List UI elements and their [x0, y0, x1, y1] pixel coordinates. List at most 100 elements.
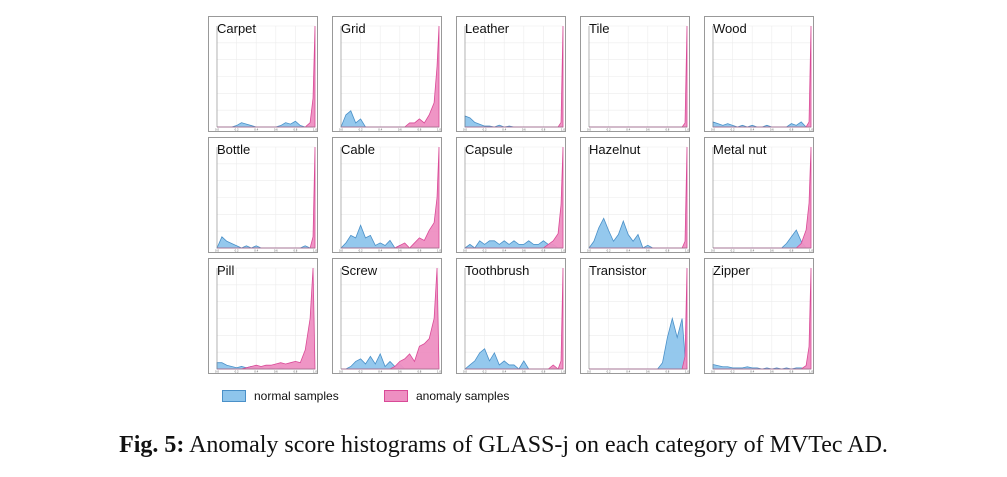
x-tick-label: 0.6: [398, 370, 402, 374]
x-tick-label: 0.2: [483, 128, 487, 132]
x-tick-label: 0.2: [483, 370, 487, 374]
x-tick-label: 0.4: [378, 370, 382, 374]
panel-frame: [704, 258, 814, 374]
panel-screw: 0.0 0.2 0.4 0.6 0.8 1.0 Screw: [332, 258, 442, 374]
panel-plot-tile: 0.0 0.2 0.4 0.6 0.8 1.0: [580, 16, 690, 132]
panel-transistor: 0.0 0.2 0.4 0.6 0.8 1.0 Transistor: [580, 258, 690, 374]
x-tick-label: 0.6: [274, 128, 278, 132]
panel-title: Pill: [217, 263, 235, 278]
x-tick-label: 0.2: [731, 249, 735, 253]
x-tick-label: 0.0: [339, 128, 343, 132]
panel-title: Carpet: [217, 21, 257, 36]
x-tick-label: 0.4: [750, 370, 754, 374]
legend-item-normal: normal samples: [222, 387, 339, 405]
x-tick-label: 0.0: [711, 370, 715, 374]
panel-tile: 0.0 0.2 0.4 0.6 0.8 1.0 Tile: [580, 16, 690, 132]
x-tick-label: 0.2: [359, 128, 363, 132]
panel-title: Grid: [341, 21, 366, 36]
x-tick-label: 1.0: [809, 249, 813, 253]
panel-frame: [332, 137, 442, 253]
x-tick-label: 0.8: [293, 370, 297, 374]
panel-plot-metal-nut: 0.0 0.2 0.4 0.6 0.8 1.0: [704, 137, 814, 253]
legend-swatch-anomaly: [384, 390, 408, 402]
x-tick-label: 0.8: [665, 128, 669, 132]
x-tick-label: 0.0: [587, 370, 591, 374]
x-tick-label: 0.6: [522, 249, 526, 253]
x-tick-label: 0.8: [789, 370, 793, 374]
panel-title: Cable: [341, 142, 375, 157]
panel-carpet: 0.0 0.2 0.4 0.6 0.8 1.0 Carpet: [208, 16, 318, 132]
panel-title: Leather: [465, 21, 510, 36]
x-tick-label: 0.4: [378, 128, 382, 132]
x-tick-label: 0.8: [789, 128, 793, 132]
x-tick-label: 0.4: [626, 370, 630, 374]
panel-frame: [580, 16, 690, 132]
x-tick-label: 0.8: [541, 249, 545, 253]
x-tick-label: 1.0: [561, 370, 565, 374]
panel-toothbrush: 0.0 0.2 0.4 0.6 0.8 1.0 Toothbrush: [456, 258, 566, 374]
panel-title: Metal nut: [713, 142, 767, 157]
panel-cable: 0.0 0.2 0.4 0.6 0.8 1.0 Cable: [332, 137, 442, 253]
panel-title: Zipper: [713, 263, 750, 278]
x-tick-label: 0.6: [646, 370, 650, 374]
panel-frame: [208, 137, 318, 253]
x-tick-label: 0.6: [646, 249, 650, 253]
panel-plot-toothbrush: 0.0 0.2 0.4 0.6 0.8 1.0: [456, 258, 566, 374]
x-tick-label: 1.0: [685, 249, 689, 253]
x-tick-label: 0.2: [607, 370, 611, 374]
panel-frame: [208, 258, 318, 374]
x-tick-label: 0.8: [665, 249, 669, 253]
x-tick-label: 1.0: [437, 370, 441, 374]
panel-metal-nut: 0.0 0.2 0.4 0.6 0.8 1.0 Metal nut: [704, 137, 814, 253]
panel-frame: [456, 258, 566, 374]
panel-title: Capsule: [465, 142, 513, 157]
x-tick-label: 0.8: [417, 249, 421, 253]
x-tick-label: 0.4: [626, 128, 630, 132]
x-tick-label: 0.4: [626, 249, 630, 253]
x-tick-label: 0.0: [215, 249, 219, 253]
x-tick-label: 0.8: [293, 249, 297, 253]
x-tick-label: 1.0: [313, 128, 317, 132]
x-tick-label: 0.4: [502, 128, 506, 132]
x-tick-label: 0.2: [607, 249, 611, 253]
panel-frame: [456, 16, 566, 132]
x-tick-label: 0.0: [711, 249, 715, 253]
x-tick-label: 0.0: [587, 249, 591, 253]
x-tick-label: 1.0: [561, 128, 565, 132]
panel-title: Transistor: [589, 263, 647, 278]
x-tick-label: 0.6: [770, 370, 774, 374]
panel-plot-hazelnut: 0.0 0.2 0.4 0.6 0.8 1.0: [580, 137, 690, 253]
panel-plot-leather: 0.0 0.2 0.4 0.6 0.8 1.0: [456, 16, 566, 132]
x-tick-label: 1.0: [809, 128, 813, 132]
panel-wood: 0.0 0.2 0.4 0.6 0.8 1.0 Wood: [704, 16, 814, 132]
x-tick-label: 0.2: [359, 370, 363, 374]
x-tick-label: 0.8: [541, 128, 545, 132]
panel-plot-carpet: 0.0 0.2 0.4 0.6 0.8 1.0: [208, 16, 318, 132]
panel-plot-capsule: 0.0 0.2 0.4 0.6 0.8 1.0: [456, 137, 566, 253]
x-tick-label: 0.4: [502, 249, 506, 253]
x-tick-label: 0.4: [502, 370, 506, 374]
panel-title: Tile: [589, 21, 610, 36]
x-tick-label: 0.6: [522, 128, 526, 132]
panel-leather: 0.0 0.2 0.4 0.6 0.8 1.0 Leather: [456, 16, 566, 132]
legend-label-normal: normal samples: [254, 389, 339, 403]
x-tick-label: 0.4: [254, 370, 258, 374]
x-tick-label: 0.0: [463, 128, 467, 132]
x-tick-label: 0.2: [235, 370, 239, 374]
panel-plot-transistor: 0.0 0.2 0.4 0.6 0.8 1.0: [580, 258, 690, 374]
x-tick-label: 0.8: [665, 370, 669, 374]
x-tick-label: 0.2: [483, 249, 487, 253]
legend-label-anomaly: anomaly samples: [416, 389, 510, 403]
figure-caption: Fig. 5: Anomaly score histograms of GLAS…: [0, 432, 1007, 459]
panel-pill: 0.0 0.2 0.4 0.6 0.8 1.0 Pill: [208, 258, 318, 374]
x-tick-label: 0.8: [789, 249, 793, 253]
x-tick-label: 1.0: [561, 249, 565, 253]
legend-item-anomaly: anomaly samples: [384, 387, 509, 405]
panel-plot-bottle: 0.0 0.2 0.4 0.6 0.8 1.0: [208, 137, 318, 253]
x-tick-label: 0.2: [235, 128, 239, 132]
x-tick-label: 0.6: [274, 249, 278, 253]
panel-plot-wood: 0.0 0.2 0.4 0.6 0.8 1.0: [704, 16, 814, 132]
x-tick-label: 1.0: [809, 370, 813, 374]
x-tick-label: 0.0: [215, 128, 219, 132]
x-tick-label: 1.0: [313, 249, 317, 253]
